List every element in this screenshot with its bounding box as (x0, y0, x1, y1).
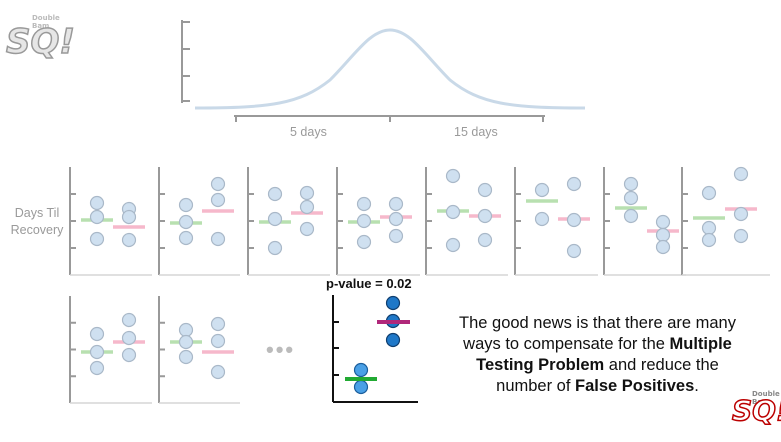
data-point-group-2 (388, 196, 404, 212)
x-tick-label-5-days: 5 days (290, 125, 327, 139)
caption-text: . (694, 377, 699, 395)
data-point-group-2 (733, 166, 749, 182)
data-point-group-2 (121, 232, 137, 248)
data-point-group-1 (89, 195, 105, 211)
data-point-group-1 (89, 360, 105, 376)
statquest-logo-corner: Double Bam SQ! (730, 386, 781, 438)
data-point-group-1 (356, 213, 372, 229)
data-point-group-2 (655, 239, 671, 255)
data-point-group-1 (267, 211, 283, 227)
y-axis-label: Days Til Recovery (2, 205, 72, 239)
data-point-group-1 (623, 176, 639, 192)
data-point-group-2 (299, 185, 315, 201)
data-point-group-1 (701, 220, 717, 236)
p-value-label: p-value = 0.02 (326, 276, 412, 291)
data-point-group-2 (566, 176, 582, 192)
caption-text: ways to compensate for the (463, 335, 670, 353)
data-point-group-2 (566, 243, 582, 259)
data-point-group-2 (477, 208, 493, 224)
data-point-group-2 (733, 206, 749, 222)
data-point-group-1 (178, 334, 194, 350)
logo-corner-big-text: SQ! (731, 393, 781, 428)
ellipsis: ••• (266, 337, 296, 362)
data-point-group-2 (388, 211, 404, 227)
highlight-data-point-group-2 (385, 332, 401, 348)
top-distribution-chart (181, 20, 586, 122)
data-point-group-1 (445, 168, 461, 184)
data-point-group-2 (121, 347, 137, 363)
data-point-group-1 (89, 326, 105, 342)
data-point-group-2 (210, 192, 226, 208)
data-point-group-1 (356, 234, 372, 250)
caption-line: Testing Problem and reduce the (425, 355, 770, 376)
data-point-group-1 (623, 190, 639, 206)
data-point-group-2 (121, 330, 137, 346)
data-point-group-2 (299, 199, 315, 215)
caption-bold-text: Testing Problem (476, 356, 605, 374)
data-point-group-2 (655, 214, 671, 230)
data-point-group-2 (210, 231, 226, 247)
data-point-group-1 (356, 196, 372, 212)
data-point-group-1 (534, 182, 550, 198)
caption-line: ways to compensate for the Multiple (425, 334, 770, 355)
data-point-group-1 (534, 211, 550, 227)
data-point-group-2 (210, 364, 226, 380)
logo-small-text: Double Bam (32, 14, 60, 30)
data-point-group-1 (178, 349, 194, 365)
data-point-group-1 (445, 237, 461, 253)
highlight-panel (332, 295, 418, 403)
data-point-group-2 (477, 232, 493, 248)
caption-bold-text: Multiple (669, 335, 732, 353)
data-point-group-2 (388, 228, 404, 244)
data-point-group-2 (566, 212, 582, 228)
data-point-group-2 (299, 221, 315, 237)
data-point-group-1 (89, 344, 105, 360)
y-axis-label-line: Recovery (10, 223, 64, 237)
caption-line: number of False Positives. (425, 376, 770, 397)
caption-text: number of (496, 377, 576, 395)
data-point-group-2 (210, 333, 226, 349)
highlight-data-point-group-1 (353, 362, 369, 378)
small-panels (69, 166, 770, 404)
data-point-group-1 (178, 230, 194, 246)
data-point-group-1 (89, 209, 105, 225)
data-point-group-2 (655, 227, 671, 243)
data-point-group-1 (267, 186, 283, 202)
data-point-group-1 (267, 240, 283, 256)
data-point-group-1 (89, 231, 105, 247)
data-point-group-2 (121, 312, 137, 328)
y-axis-label-line: Days Til (14, 206, 60, 220)
caption-text: and reduce the (604, 356, 719, 374)
data-point-group-2 (121, 209, 137, 225)
x-tick-label-15-days: 15 days (454, 125, 498, 139)
data-point-group-1 (623, 208, 639, 224)
normal-curve (194, 28, 586, 110)
statquest-logo: Double Bam SQ! (4, 8, 75, 68)
data-point-group-2 (210, 316, 226, 332)
highlight-data-point-group-2 (385, 295, 401, 311)
caption-line: The good news is that there are many (459, 314, 736, 332)
logo-corner-small-text: Double Bam (752, 390, 780, 406)
data-point-group-1 (701, 185, 717, 201)
data-point-group-1 (445, 204, 461, 220)
highlight-data-point-group-1 (353, 379, 369, 395)
data-point-group-2 (477, 182, 493, 198)
data-point-group-2 (733, 228, 749, 244)
data-point-group-1 (178, 322, 194, 338)
caption-bold-text: False Positives (575, 377, 695, 395)
data-point-group-1 (178, 197, 194, 213)
data-point-group-1 (178, 214, 194, 230)
logo-big-text: SQ! (5, 21, 75, 63)
caption: The good news is that there are many way… (425, 313, 770, 397)
data-point-group-2 (210, 176, 226, 192)
data-point-group-1 (701, 232, 717, 248)
